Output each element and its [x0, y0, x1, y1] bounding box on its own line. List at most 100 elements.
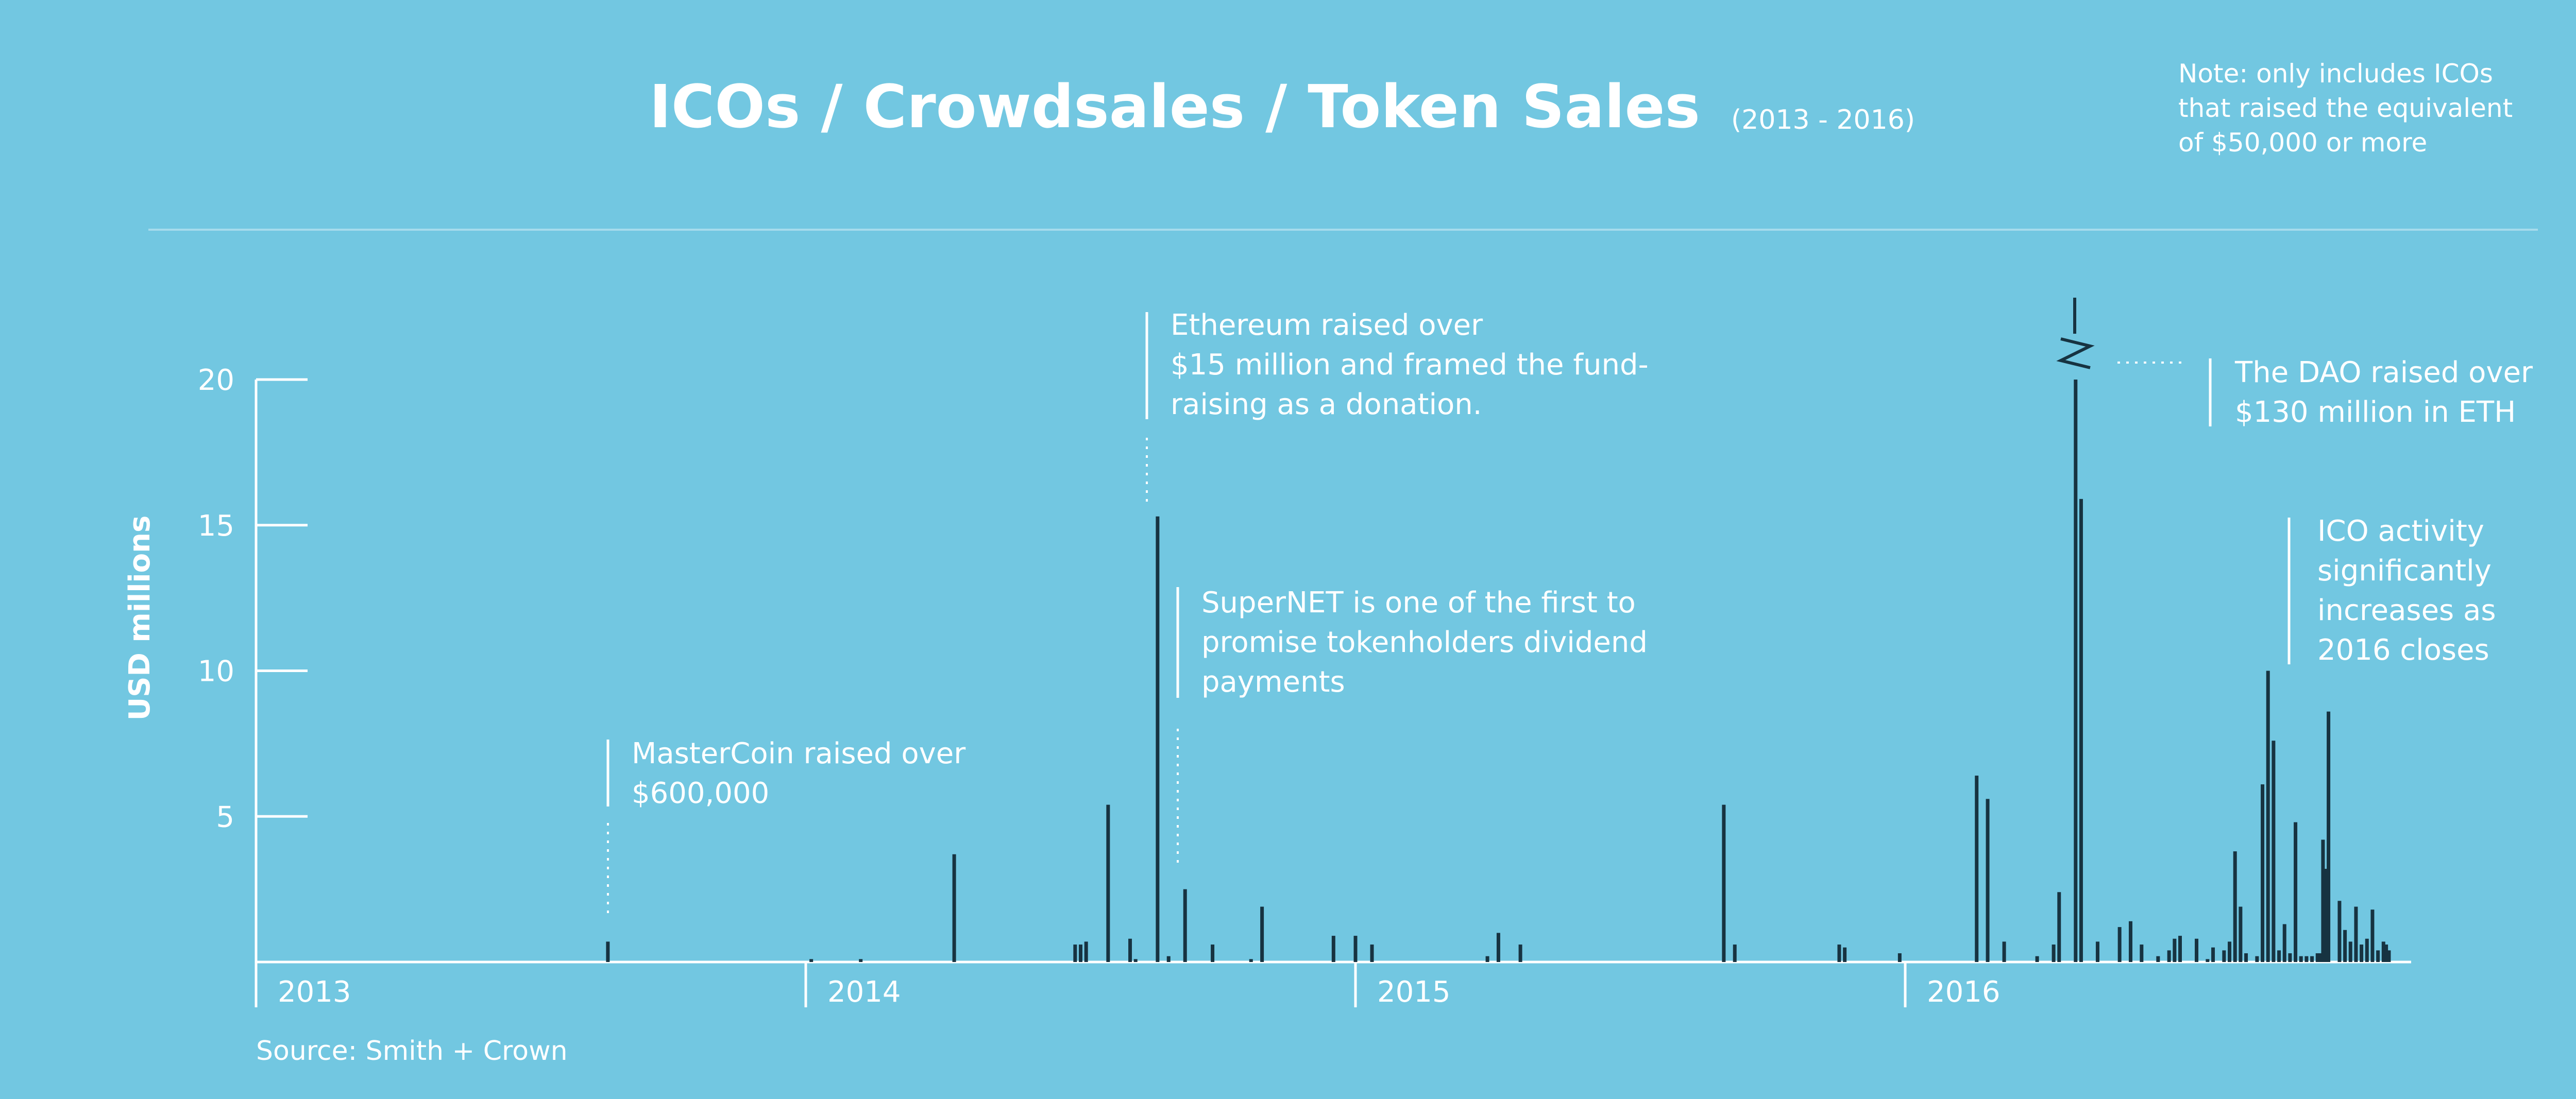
- bar: [1975, 776, 1979, 962]
- chart-subtitle: (2013 - 2016): [1731, 105, 1915, 135]
- bar: [2228, 941, 2232, 962]
- bar: [2310, 956, 2314, 962]
- bar: [2337, 901, 2342, 962]
- bar: [2079, 499, 2083, 962]
- annotation-text: $15 million and framed the fund-: [1171, 348, 1649, 382]
- note: Note: only includes ICOs that raised the…: [2178, 59, 2513, 158]
- bar: [1353, 936, 1358, 962]
- bar: [1128, 938, 1132, 962]
- y-tick-label: 10: [198, 655, 234, 689]
- bar: [2140, 945, 2144, 962]
- annotation-text: promise tokenholders dividend: [1201, 626, 1648, 659]
- bar: [809, 959, 814, 962]
- x-tick-label: 2016: [1927, 975, 2001, 1009]
- y-axis: 5 10 15 20: [198, 364, 308, 962]
- bar: [2360, 945, 2364, 962]
- bar: [1986, 799, 1990, 962]
- bar: [1079, 945, 1082, 962]
- bar: [1249, 959, 1253, 962]
- bar: [1133, 959, 1138, 962]
- x-tick-label: 2015: [1377, 975, 1451, 1009]
- bar: [2282, 924, 2286, 962]
- bar: [2277, 950, 2281, 962]
- axis-break-icon: [2056, 298, 2095, 369]
- bar: [1211, 945, 1215, 962]
- y-tick-label: 20: [198, 364, 234, 397]
- bar: [2057, 892, 2061, 962]
- bar: [2035, 956, 2039, 962]
- annotation-icoactivity: ICO activity significantly increases as …: [2287, 514, 2496, 667]
- annotation-text: payments: [1201, 665, 1345, 699]
- annotation-text: ICO activity: [2317, 514, 2484, 548]
- bar: [2244, 953, 2248, 962]
- source-note: Source: Smith + Crown: [256, 1036, 568, 1067]
- annotation-mastercoin: MasterCoin raised over $600,000: [606, 737, 966, 919]
- bar: [2354, 906, 2358, 962]
- annotation-text: $600,000: [632, 777, 769, 810]
- bar: [2387, 950, 2391, 962]
- bar: [1722, 804, 1726, 962]
- bar: [2266, 671, 2270, 962]
- annotation-text: SuperNET is one of the first to: [1201, 586, 1636, 620]
- annotation-text: $130 million in ETH: [2235, 396, 2516, 429]
- bar: [2321, 839, 2325, 962]
- bar: [2128, 921, 2132, 962]
- bar: [1183, 889, 1187, 962]
- axis-break-zigzag: [2056, 337, 2095, 369]
- note-line: that raised the equivalent: [2178, 93, 2513, 123]
- bar: [2222, 950, 2226, 962]
- note-line: of $50,000 or more: [2178, 128, 2427, 158]
- chart-title: ICOs / Crowdsales / Token Sales: [649, 73, 1700, 142]
- bar: [1897, 953, 1902, 962]
- bar: [606, 941, 610, 962]
- bar: [2365, 938, 2369, 962]
- bar: [1518, 945, 1522, 962]
- bar: [1331, 936, 1335, 962]
- note-line: Note: only includes ICOs: [2178, 59, 2493, 89]
- bar: [2173, 938, 2177, 962]
- annotation-text: significantly: [2317, 554, 2492, 588]
- annotation-dao: The DAO raised over $130 million in ETH: [2117, 356, 2533, 429]
- annotation-text: raising as a donation.: [1171, 388, 1482, 421]
- bar: [2324, 869, 2328, 962]
- bar: [1106, 804, 1110, 962]
- bar: [2211, 947, 2215, 962]
- bar: [2167, 950, 2171, 962]
- bar: [1837, 945, 1841, 962]
- bar: [2384, 945, 2388, 962]
- x-tick-label: 2013: [278, 975, 351, 1009]
- y-tick-label: 15: [198, 509, 234, 543]
- bar: [2315, 953, 2319, 962]
- y-tick-label: 5: [216, 800, 234, 834]
- annotation-text: The DAO raised over: [2234, 356, 2533, 389]
- x-axis: 2013 2014 2015 2016: [255, 960, 2411, 1009]
- bar: [1073, 945, 1077, 962]
- bar: [2299, 956, 2303, 962]
- bar: [2381, 941, 2385, 962]
- bar: [2288, 953, 2292, 962]
- bar: [2343, 930, 2347, 962]
- bar: [2370, 909, 2375, 962]
- bar: [2156, 956, 2160, 962]
- annotation-text: MasterCoin raised over: [632, 737, 966, 770]
- bar: [2074, 380, 2078, 962]
- bar: [2272, 741, 2276, 962]
- annotation-text: Ethereum raised over: [1171, 308, 1483, 342]
- bar: [2261, 784, 2265, 962]
- y-axis-title: USD millions: [123, 516, 157, 721]
- annotation-text: 2016 closes: [2317, 633, 2489, 667]
- bar: [2376, 950, 2380, 962]
- bars-group: [606, 380, 2391, 962]
- bar: [2195, 938, 2199, 962]
- bar: [1485, 956, 1489, 962]
- annotation-supernet: SuperNET is one of the first to promise …: [1176, 586, 1648, 865]
- bar: [2233, 851, 2237, 962]
- bar: [1733, 945, 1737, 962]
- x-tick-label: 2014: [827, 975, 901, 1009]
- bar: [1843, 947, 1847, 962]
- bar: [1166, 956, 1171, 962]
- bar: [2002, 941, 2006, 962]
- bar: [2255, 956, 2259, 962]
- bar: [2239, 906, 2243, 962]
- bar: [1084, 941, 1088, 962]
